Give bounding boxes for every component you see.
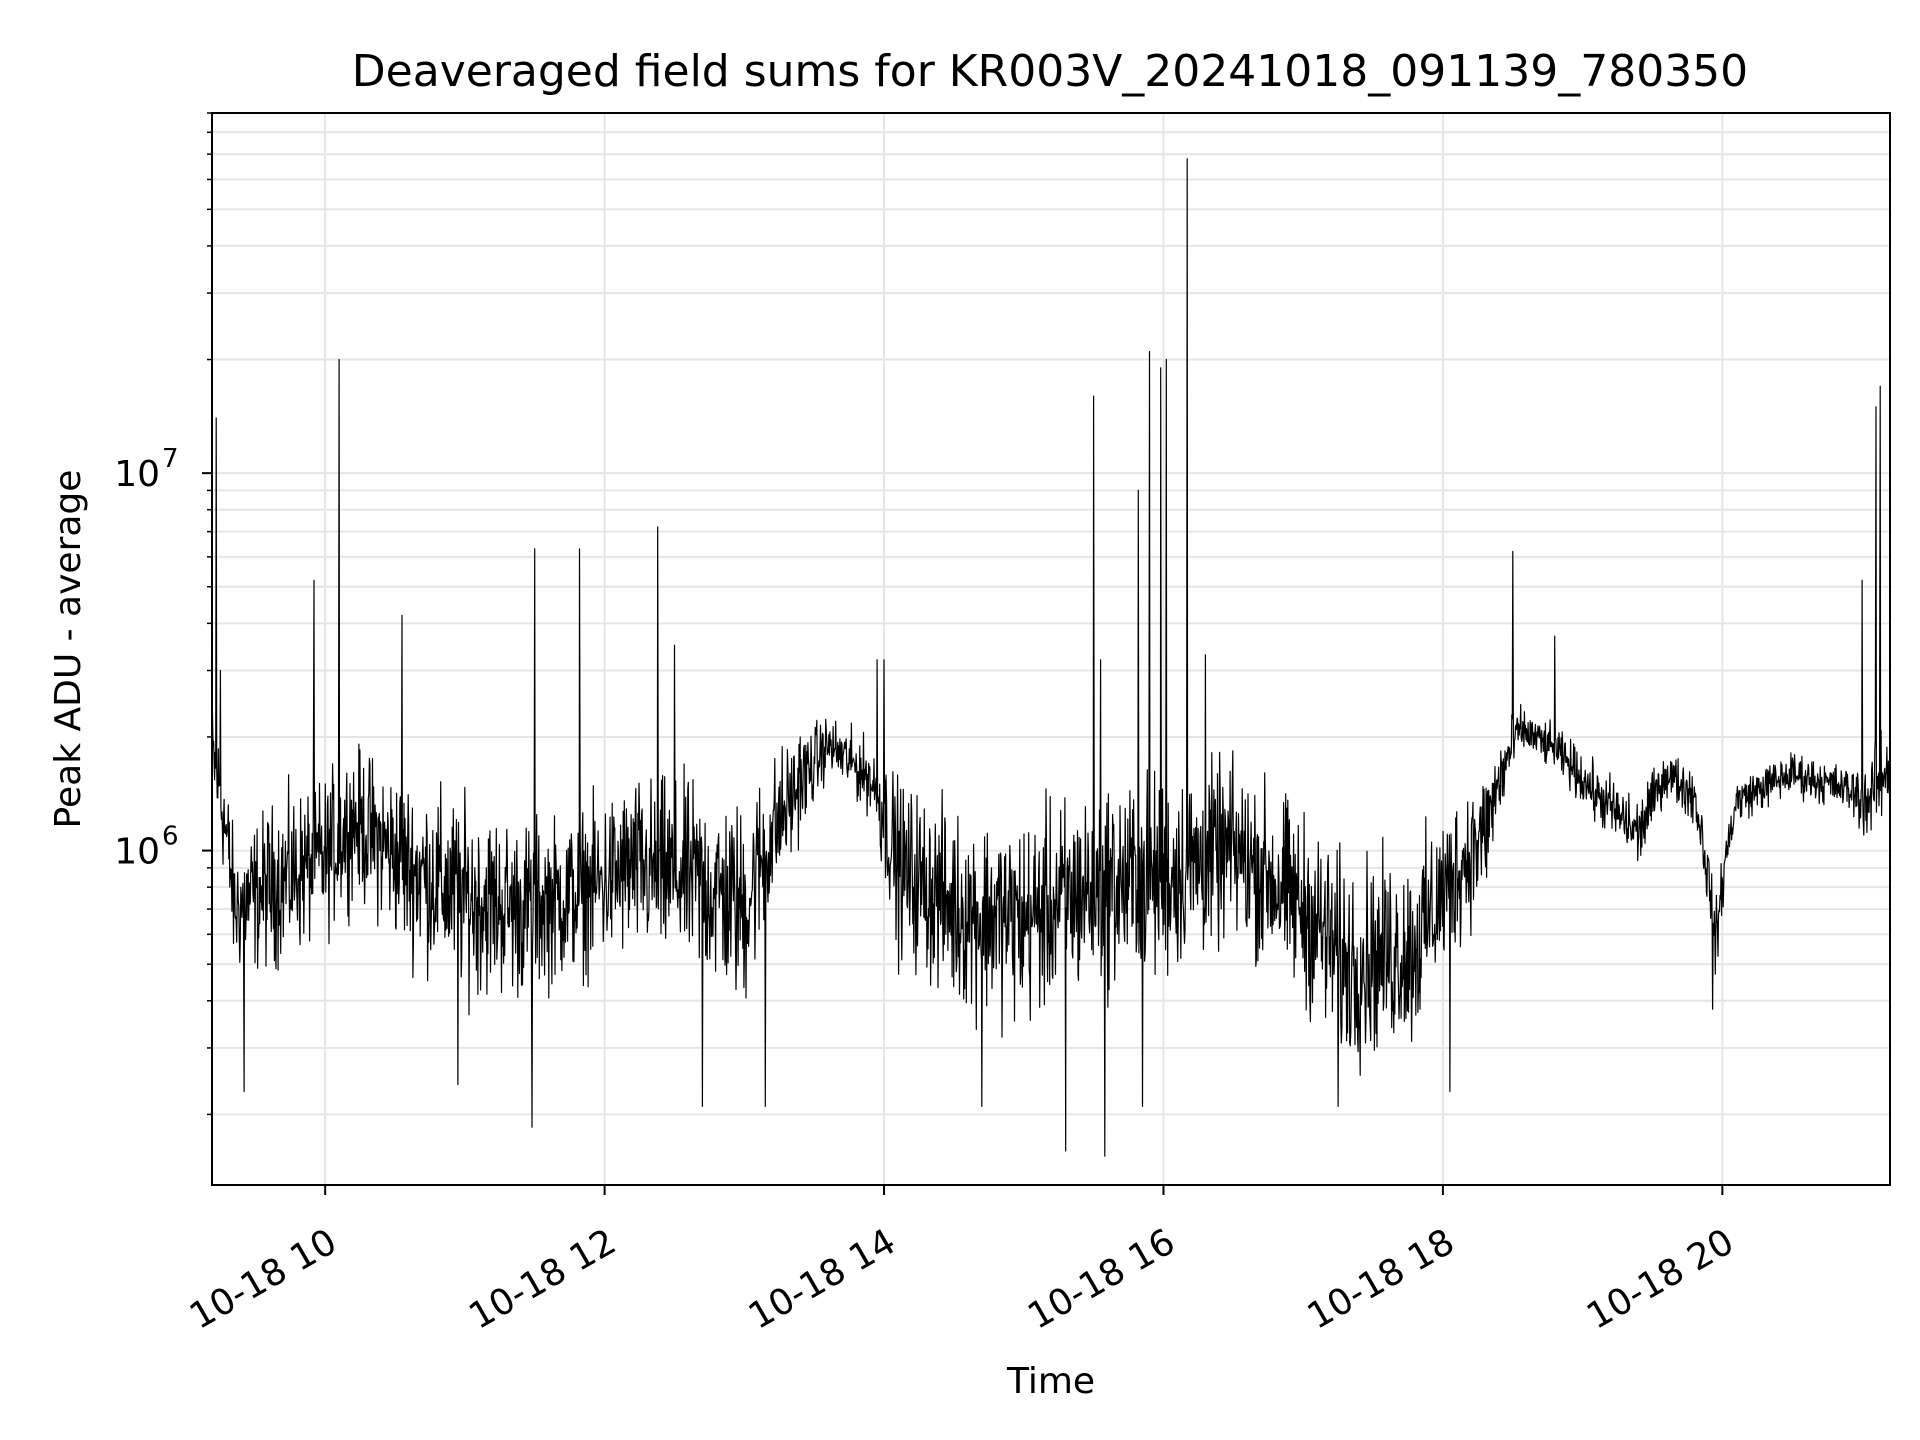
y-axis-label: Peak ADU - average: [48, 470, 89, 829]
chart-title: Deaveraged field sums for KR003V_2024101…: [352, 46, 1748, 97]
y-tick-label-exponent: 7: [162, 444, 179, 474]
series-line: [211, 158, 1891, 1157]
y-tick-label: 10: [114, 832, 160, 873]
x-axis-label: Time: [1006, 1361, 1095, 1402]
plot-frame: [211, 112, 1891, 1186]
data-series: [211, 158, 1891, 1157]
y-tick-label: 10: [114, 454, 160, 495]
y-tick-label-exponent: 6: [162, 822, 179, 852]
